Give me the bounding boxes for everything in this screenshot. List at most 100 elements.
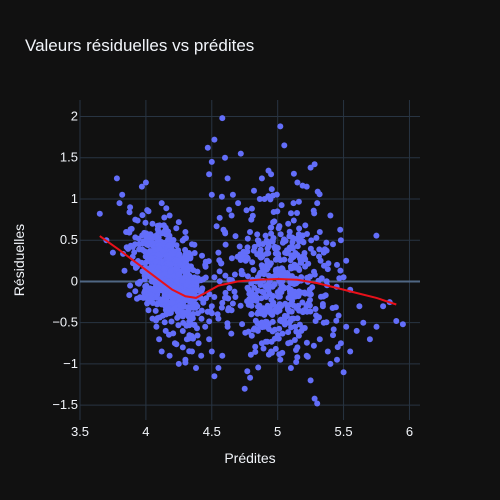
data-point [173, 225, 180, 232]
data-point [248, 332, 255, 339]
data-point [264, 245, 271, 252]
data-point [184, 264, 191, 271]
data-point [289, 234, 296, 241]
y-tick-label: −0.5 [52, 315, 78, 330]
data-point [231, 288, 238, 295]
data-point [310, 250, 317, 257]
data-point [218, 304, 225, 311]
data-point [247, 374, 254, 381]
data-point [308, 237, 315, 244]
data-point [293, 305, 300, 311]
data-point [287, 286, 294, 293]
data-point [303, 339, 310, 346]
data-point [320, 293, 327, 300]
data-point [208, 348, 215, 355]
data-point [161, 319, 168, 326]
data-point [313, 234, 320, 241]
data-point [179, 328, 186, 334]
data-point [298, 327, 305, 334]
y-axis-title: Résiduelles [11, 224, 27, 296]
data-point [174, 257, 181, 264]
data-point [296, 225, 303, 232]
data-point [285, 220, 292, 227]
data-point [216, 278, 223, 285]
data-point [168, 318, 175, 325]
data-point [171, 340, 178, 347]
data-point [277, 231, 284, 238]
data-point [194, 332, 201, 339]
data-point [307, 164, 314, 171]
data-point [256, 271, 263, 278]
data-point [173, 265, 179, 272]
data-point [149, 315, 156, 322]
data-point [239, 321, 246, 328]
data-point [134, 280, 141, 287]
data-point [337, 267, 344, 274]
x-axis-title: Prédites [224, 450, 275, 466]
data-point [272, 307, 278, 314]
data-point [216, 268, 223, 275]
data-point [288, 210, 294, 217]
data-point [248, 205, 255, 212]
data-point [165, 278, 172, 285]
data-point [148, 255, 155, 262]
data-point [166, 242, 173, 249]
data-point [182, 356, 189, 363]
data-point [324, 348, 331, 355]
data-point [211, 274, 218, 281]
data-point [260, 345, 267, 352]
data-point [289, 254, 296, 261]
data-point [208, 303, 215, 310]
data-point [343, 323, 350, 330]
data-point [228, 255, 235, 262]
data-point [292, 323, 299, 330]
data-point [268, 186, 275, 193]
data-point [272, 345, 279, 352]
data-point [163, 205, 170, 212]
data-point [219, 352, 226, 359]
data-point [149, 220, 156, 227]
x-tick-label: 5 [274, 424, 281, 439]
data-point [165, 305, 171, 312]
data-point [303, 352, 310, 359]
data-point [268, 238, 275, 244]
data-point [215, 365, 222, 371]
data-point [256, 196, 263, 202]
data-point [291, 281, 298, 287]
data-point [327, 360, 334, 367]
data-point [183, 322, 190, 329]
data-point [261, 323, 268, 330]
data-point [235, 200, 242, 207]
data-point [146, 248, 153, 254]
data-point [270, 299, 277, 306]
data-point [258, 262, 265, 269]
data-point [393, 318, 400, 324]
data-point [294, 354, 301, 361]
data-point [301, 289, 308, 296]
data-point [194, 268, 201, 275]
data-point [123, 244, 130, 251]
data-point [246, 290, 253, 297]
data-point [244, 255, 251, 262]
data-point [228, 212, 235, 219]
data-point [191, 250, 198, 256]
data-point [222, 272, 229, 279]
data-point [232, 233, 239, 240]
data-point [311, 395, 318, 402]
data-point [176, 302, 183, 309]
data-point [261, 196, 268, 202]
data-point [327, 212, 334, 219]
data-point [175, 360, 182, 367]
data-point [310, 342, 317, 349]
data-point [229, 191, 236, 198]
data-point [259, 253, 266, 260]
data-point [195, 340, 202, 347]
data-point [123, 229, 130, 235]
data-point [186, 332, 193, 339]
data-point [251, 187, 257, 194]
data-point [216, 214, 223, 221]
data-point [285, 340, 292, 347]
data-point [282, 300, 289, 307]
data-point [151, 287, 158, 294]
data-point [248, 311, 255, 318]
